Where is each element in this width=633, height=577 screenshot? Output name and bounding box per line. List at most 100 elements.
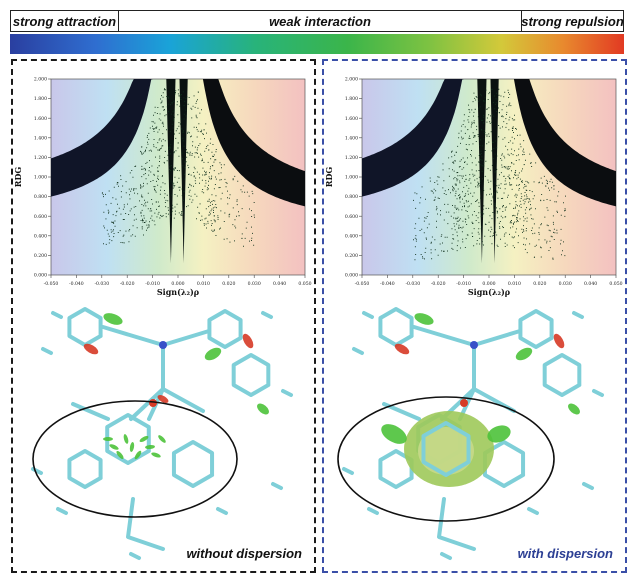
bond-stick bbox=[161, 387, 205, 413]
bond-stick bbox=[56, 507, 68, 515]
rdg-plot-left: -0.050 -0.040 -0.030 -0.020 -0.010 0.000 0.010… bbox=[13, 77, 312, 297]
bond-stick bbox=[207, 309, 243, 349]
nci-surface-green bbox=[103, 437, 113, 441]
key-weak-interaction-label: weak interaction bbox=[269, 13, 371, 29]
bond-stick bbox=[440, 343, 476, 421]
bond-stick bbox=[421, 421, 471, 477]
bond-stick bbox=[271, 482, 283, 490]
y-tick-label: 1.400 bbox=[34, 135, 47, 141]
x-tick-label: -0.050 bbox=[44, 281, 59, 287]
bond-stick bbox=[51, 311, 63, 319]
x-tick-label: -0.040 bbox=[69, 281, 84, 287]
panel-without-dispersion: -0.050 -0.040 -0.030 -0.020 -0.010 0.000 0.010… bbox=[11, 59, 316, 573]
bond-stick bbox=[542, 353, 582, 397]
x-tick-label: -0.010 bbox=[456, 281, 471, 287]
nci-surface-green bbox=[257, 403, 269, 415]
nci-surface-red bbox=[394, 343, 410, 355]
y-axis-label: RDG bbox=[324, 167, 334, 188]
nci-surface-green bbox=[204, 347, 222, 361]
y-tick-label: 1.200 bbox=[345, 155, 358, 161]
nci-surface-green bbox=[129, 442, 135, 452]
bond-stick bbox=[352, 347, 364, 355]
y-tick-label: 0.800 bbox=[34, 194, 47, 200]
bond-stick bbox=[582, 482, 594, 490]
x-tick-label: -0.030 bbox=[405, 281, 420, 287]
x-tick-label: 0.030 bbox=[559, 281, 572, 287]
caption-with-dispersion: with dispersion bbox=[517, 546, 613, 561]
oxygen-atom bbox=[460, 399, 468, 407]
central-spike bbox=[166, 79, 176, 264]
nitrogen-atom bbox=[470, 341, 478, 349]
y-tick-label: 1.800 bbox=[345, 96, 358, 102]
y-tick-label: 1.200 bbox=[34, 155, 47, 161]
y-tick-label: 1.800 bbox=[34, 96, 47, 102]
y-tick-label: 0.800 bbox=[345, 194, 358, 200]
bond-stick bbox=[67, 307, 103, 347]
x-tick-label: 0.020 bbox=[222, 281, 235, 287]
bond-stick bbox=[216, 507, 228, 515]
nci-surface-red bbox=[157, 395, 169, 403]
y-axis-label: RDG bbox=[13, 167, 23, 188]
nci-surface-green bbox=[151, 452, 161, 458]
bond-stick bbox=[71, 402, 110, 421]
x-tick-label: 0.000 bbox=[171, 281, 184, 287]
y-tick-label: 2.000 bbox=[34, 77, 47, 83]
highlight-ellipse bbox=[337, 396, 555, 522]
y-tick-label: 0.200 bbox=[345, 253, 358, 259]
x-tick-label: 0.030 bbox=[248, 281, 261, 287]
panel-with-dispersion: -0.050 -0.040 -0.030 -0.020 -0.010 0.000 0.010… bbox=[322, 59, 627, 573]
bond-stick bbox=[440, 552, 452, 560]
bond-stick bbox=[412, 325, 522, 347]
dense-band-left bbox=[51, 79, 167, 197]
y-tick-label: 1.000 bbox=[34, 175, 47, 181]
nci-surface-green bbox=[414, 313, 434, 325]
x-tick-label: -0.040 bbox=[380, 281, 395, 287]
bond-stick bbox=[518, 309, 554, 349]
x-tick-label: 0.010 bbox=[508, 281, 521, 287]
nci-surface-green bbox=[139, 435, 149, 443]
y-tick-label: 1.000 bbox=[345, 175, 358, 181]
nci-surface-green bbox=[568, 403, 580, 415]
x-tick-label: -0.020 bbox=[431, 281, 446, 287]
molecule-left bbox=[31, 307, 293, 560]
bond-stick bbox=[105, 413, 151, 465]
y-tick-label: 1.600 bbox=[345, 116, 358, 122]
bond-stick bbox=[129, 343, 165, 421]
nci-surface-green bbox=[103, 313, 123, 325]
bond-stick bbox=[171, 440, 215, 488]
bond-stick bbox=[342, 467, 354, 475]
key-strong-repulsion-label: strong repulsion bbox=[521, 11, 624, 31]
bond-stick bbox=[572, 311, 584, 319]
bond-stick bbox=[261, 311, 273, 319]
nci-surface-green bbox=[116, 450, 124, 460]
interaction-color-key: strong attraction weak interaction stron… bbox=[10, 10, 624, 32]
nci-surface-green bbox=[134, 450, 142, 460]
nci-surface-green bbox=[158, 435, 166, 443]
nci-surface-green bbox=[123, 434, 129, 444]
x-tick-label: 0.050 bbox=[298, 281, 311, 287]
bond-stick bbox=[592, 389, 604, 397]
x-tick-label: 0.000 bbox=[482, 281, 495, 287]
y-tick-label: 0.000 bbox=[345, 273, 358, 279]
x-tick-label: 0.010 bbox=[197, 281, 210, 287]
y-tick-label: 0.600 bbox=[34, 214, 47, 220]
dense-band-right bbox=[189, 79, 305, 207]
bond-stick bbox=[367, 507, 379, 515]
nci-surface-green bbox=[109, 444, 119, 450]
bond-stick bbox=[231, 353, 271, 397]
nci-surface-green bbox=[145, 444, 155, 450]
central-spike bbox=[490, 79, 499, 264]
x-axis-label: Sign(λ₂)ρ bbox=[157, 287, 199, 297]
bond-stick bbox=[281, 389, 293, 397]
dense-band-right bbox=[500, 79, 616, 207]
bond-stick bbox=[437, 497, 476, 551]
nci-molecule-render-right bbox=[337, 307, 604, 560]
bond-stick bbox=[67, 449, 103, 489]
y-tick-label: 0.600 bbox=[345, 214, 358, 220]
nci-surface-green bbox=[515, 347, 533, 361]
y-tick-label: 0.400 bbox=[345, 233, 358, 239]
rdg-scatter-plot-left: -0.050 -0.040 -0.030 -0.020 -0.010 0.000 0.010… bbox=[13, 77, 312, 297]
nci-surface-green bbox=[381, 424, 407, 444]
rdg-plot-right: -0.050 -0.040 -0.030 -0.020 -0.010 0.000 0.010… bbox=[324, 77, 623, 297]
nci-molecule-render-left bbox=[31, 307, 293, 560]
